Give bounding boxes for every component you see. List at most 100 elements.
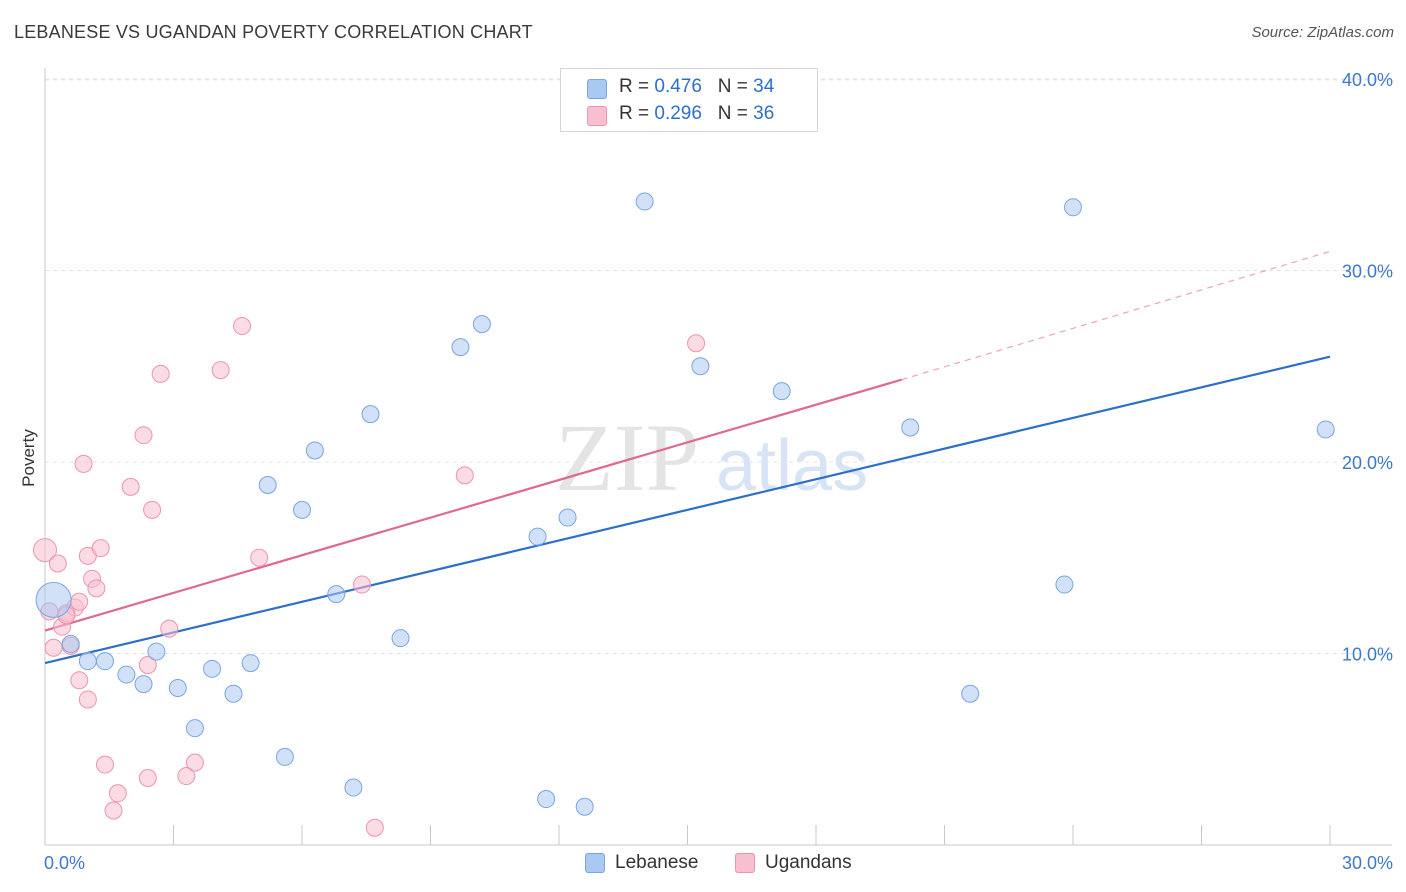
data-point xyxy=(134,426,153,445)
data-point xyxy=(293,500,311,519)
data-point xyxy=(275,747,294,766)
data-point xyxy=(143,500,162,519)
watermark: ZIP atlas xyxy=(555,404,868,511)
data-point xyxy=(151,364,170,383)
data-point xyxy=(352,575,371,594)
legend-row-ugandans: R = 0.296 N = 36 xyxy=(561,102,817,128)
data-point xyxy=(44,638,63,657)
data-point xyxy=(250,548,269,567)
data-point xyxy=(134,675,153,694)
data-point xyxy=(961,684,980,703)
data-point xyxy=(305,441,324,460)
data-point xyxy=(104,801,123,820)
data-point xyxy=(160,619,179,638)
data-point xyxy=(70,592,89,611)
legend-r-label: R = xyxy=(619,76,655,97)
data-point xyxy=(575,797,594,816)
watermark-zip: ZIP xyxy=(555,404,699,511)
grid-lines xyxy=(45,78,1392,654)
data-point xyxy=(35,581,72,618)
data-point xyxy=(451,338,470,357)
watermark-atlas: atlas xyxy=(716,426,868,506)
data-point xyxy=(48,554,67,573)
legend-swatch-ugandans xyxy=(587,106,607,126)
data-point xyxy=(211,361,230,380)
data-point xyxy=(537,790,556,809)
trend-line xyxy=(44,378,902,632)
data-points xyxy=(33,192,1335,837)
x-tick-label: 0.0% xyxy=(44,853,85,873)
legend: R = 0.476 N = 34 R = 0.296 N = 36 xyxy=(560,68,818,132)
data-point xyxy=(1064,198,1082,217)
data-point xyxy=(901,418,920,437)
data-point xyxy=(258,475,277,494)
x-tick-label: 30.0% xyxy=(1342,853,1393,873)
data-point xyxy=(138,768,157,787)
legend-n-label: N = xyxy=(717,103,754,124)
data-point xyxy=(95,755,114,774)
data-point xyxy=(61,634,80,653)
legend-n-label: N = xyxy=(717,76,754,97)
bottom-legend-swatch-lebanese xyxy=(585,853,605,873)
data-point xyxy=(91,539,110,558)
data-point xyxy=(241,654,260,673)
tick-labels: 10.0% 20.0% 30.0% 40.0% 0.0% 30.0% xyxy=(44,70,1393,873)
data-point xyxy=(121,477,140,496)
chart-title: LEBANESE VS UGANDAN POVERTY CORRELATION … xyxy=(14,22,533,42)
data-point xyxy=(344,778,363,797)
data-point xyxy=(203,659,222,678)
trend-line xyxy=(44,355,1331,665)
trend-line-extension xyxy=(901,250,1331,381)
data-point xyxy=(361,405,380,424)
data-point xyxy=(528,527,547,546)
data-point xyxy=(147,642,166,661)
legend-swatch-lebanese xyxy=(587,79,607,99)
y-tick-label: 40.0% xyxy=(1342,70,1393,90)
data-point xyxy=(168,678,187,697)
data-point xyxy=(472,315,491,334)
data-point xyxy=(635,192,654,211)
legend-row-lebanese: R = 0.476 N = 34 xyxy=(561,75,817,101)
bottom-legend-swatch-ugandans xyxy=(735,853,755,873)
y-tick-label: 20.0% xyxy=(1342,453,1393,473)
data-point xyxy=(177,767,196,786)
bottom-legend-label-ugandans: Ugandans xyxy=(765,852,852,873)
legend-n-value: 34 xyxy=(753,76,775,97)
data-point xyxy=(365,818,384,837)
data-point xyxy=(1055,575,1074,594)
data-point xyxy=(224,684,243,703)
data-point xyxy=(185,753,204,772)
data-point xyxy=(70,671,89,690)
legend-n-value: 36 xyxy=(753,103,775,124)
data-point xyxy=(108,784,127,803)
data-point xyxy=(233,317,252,336)
axes xyxy=(44,68,1392,846)
data-point xyxy=(95,652,114,671)
data-point xyxy=(78,690,97,709)
data-point xyxy=(772,382,791,401)
data-point xyxy=(391,629,410,648)
data-point xyxy=(455,466,474,485)
data-point xyxy=(138,655,157,674)
bottom-legend-label-lebanese: Lebanese xyxy=(615,852,699,873)
y-tick-label: 10.0% xyxy=(1342,645,1393,665)
data-point xyxy=(327,585,346,604)
data-point xyxy=(78,652,97,671)
legend-r-label: R = xyxy=(619,103,655,124)
trend-lines xyxy=(44,250,1331,665)
data-point xyxy=(687,334,706,353)
legend-r-value: 0.296 xyxy=(654,103,702,124)
data-point xyxy=(558,508,577,527)
data-point xyxy=(185,719,204,738)
data-point xyxy=(117,665,136,684)
data-point xyxy=(74,454,93,473)
data-point xyxy=(33,538,57,563)
y-axis-label: Poverty xyxy=(19,429,38,487)
data-point xyxy=(691,357,710,376)
data-point xyxy=(87,579,106,598)
data-point xyxy=(1316,420,1335,439)
legend-r-value: 0.476 xyxy=(654,76,702,97)
source-label: Source: ZipAtlas.com xyxy=(1251,24,1394,41)
y-tick-label: 30.0% xyxy=(1342,262,1393,282)
